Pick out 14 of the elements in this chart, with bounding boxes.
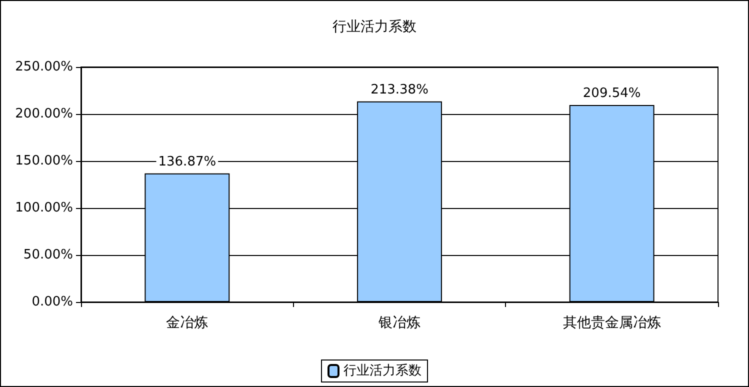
legend-label: 行业活力系数 (344, 364, 422, 378)
y-tick-label: 50.00% (23, 248, 73, 262)
data-label: 213.38% (370, 82, 428, 98)
y-tick-label: 100.00% (15, 200, 73, 216)
data-label: 209.54% (582, 86, 641, 102)
x-tick-label: 其他贵金属冶炼 (562, 315, 661, 331)
x-tick-label: 金冶炼 (166, 315, 208, 331)
x-tick-label: 银冶炼 (378, 315, 420, 331)
y-tick-label: 250.00% (15, 60, 73, 74)
y-tick-label: 150.00% (15, 154, 73, 168)
chart-title: 行业活力系数 (332, 19, 416, 35)
y-tick-label: 0.00% (32, 294, 73, 310)
data-label: 136.87% (158, 154, 216, 170)
y-tick-label: 200.00% (15, 106, 73, 122)
